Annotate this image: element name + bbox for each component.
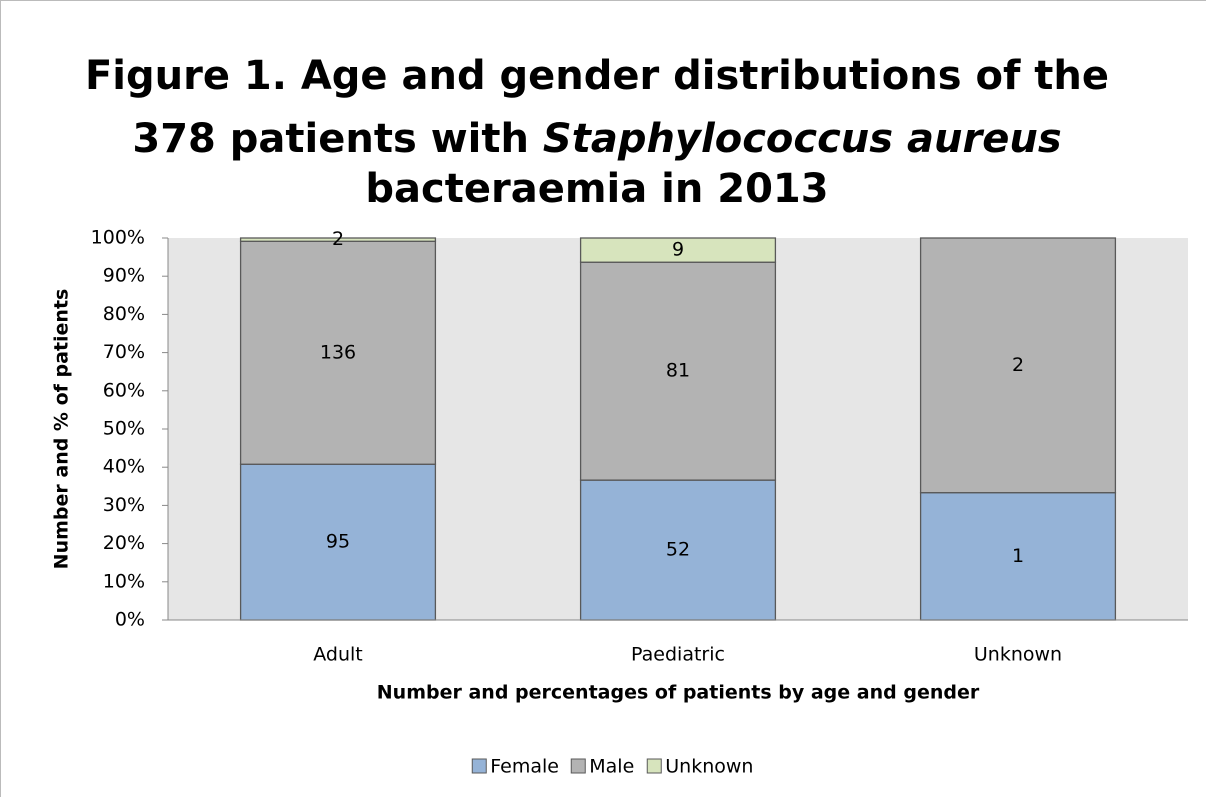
y-tick-label: 30% [103, 494, 145, 516]
y-tick-label: 70% [103, 341, 145, 363]
chart-title-part: 378 patients with [132, 116, 543, 162]
chart-title: 378 patients with Staphylococcus aureus [132, 116, 1061, 162]
x-tick-label: Unknown [974, 644, 1062, 666]
data-label: 2 [332, 228, 344, 250]
bar-segment [919, 237, 1117, 494]
bar-segment [579, 479, 777, 621]
legend-swatch [570, 758, 586, 774]
y-tick-label: 50% [103, 418, 145, 440]
y-tick-label: 80% [103, 303, 145, 325]
y-tick-label: 90% [103, 265, 145, 287]
data-label: 95 [326, 531, 350, 553]
data-label: 136 [320, 341, 356, 363]
x-tick-label: Paediatric [631, 644, 725, 666]
bar-segment [579, 261, 777, 481]
y-tick-label: 0% [115, 609, 145, 631]
legend-label: Unknown [665, 756, 753, 778]
y-tick-label: 60% [103, 379, 145, 401]
bar-segment [579, 237, 777, 263]
bar-segment [239, 237, 437, 242]
x-axis-title: Number and percentages of patients by ag… [377, 682, 980, 704]
data-label: 1 [1012, 545, 1024, 567]
x-tick-label: Adult [313, 644, 363, 666]
legend-swatch [646, 758, 662, 774]
data-label: 2 [1012, 354, 1024, 376]
y-tick-label: 100% [91, 227, 145, 249]
data-label: 9 [672, 239, 684, 261]
legend-label: Male [589, 756, 634, 778]
chart-title: Figure 1. Age and gender distributions o… [85, 53, 1109, 99]
chart-title-italic: Staphylococcus aureus [543, 116, 1062, 162]
data-label: 52 [666, 539, 690, 561]
y-axis-title: Number and % of patients [51, 289, 73, 570]
bar-segment [239, 240, 437, 465]
legend-swatch [471, 758, 487, 774]
legend-label: Female [490, 756, 559, 778]
y-tick-label: 40% [103, 456, 145, 478]
y-tick-label: 10% [103, 570, 145, 592]
chart-title: bacteraemia in 2013 [365, 166, 828, 212]
y-tick-label: 20% [103, 532, 145, 554]
data-label: 81 [666, 360, 690, 382]
